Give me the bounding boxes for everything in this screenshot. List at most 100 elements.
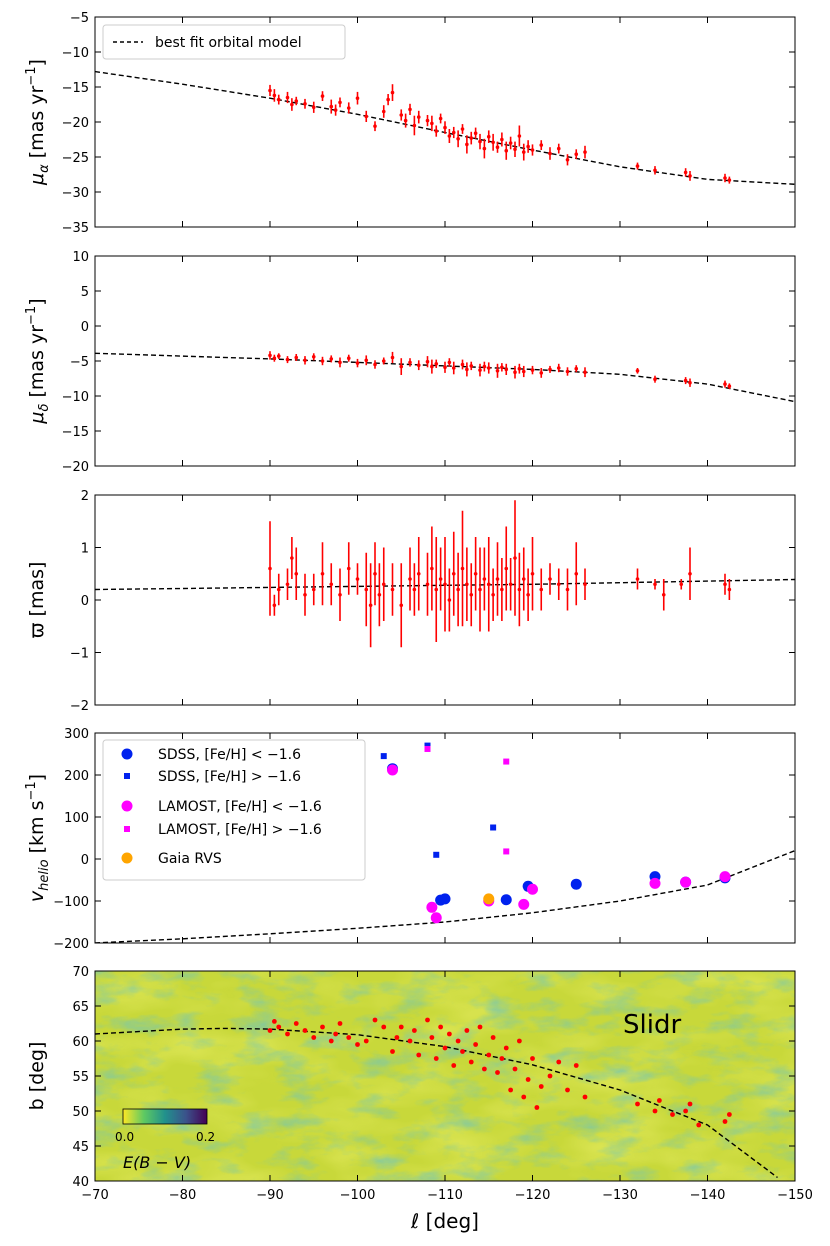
point-marker bbox=[276, 587, 281, 592]
data-point bbox=[451, 531, 456, 616]
point-marker bbox=[408, 577, 412, 581]
data-point bbox=[491, 568, 495, 621]
data-point bbox=[268, 351, 272, 360]
point-marker bbox=[346, 106, 351, 110]
lamost-low-point bbox=[649, 877, 661, 889]
point-marker bbox=[434, 362, 439, 366]
sky-point bbox=[495, 1070, 500, 1075]
legend-lamost-low-label: LAMOST, [Fe/H] < −1.6 bbox=[158, 799, 322, 815]
point-marker bbox=[661, 592, 666, 597]
point-marker bbox=[268, 88, 272, 93]
data-point bbox=[386, 94, 390, 106]
point-marker bbox=[447, 598, 452, 602]
data-point bbox=[320, 356, 325, 366]
data-point bbox=[390, 84, 395, 101]
data-point bbox=[727, 579, 732, 600]
lamost-high-point bbox=[424, 745, 431, 752]
sky-point bbox=[320, 1024, 325, 1030]
point-marker bbox=[320, 94, 325, 98]
point-marker bbox=[338, 100, 342, 105]
point-marker bbox=[333, 108, 338, 112]
point-marker bbox=[460, 127, 465, 131]
y-tick-label: 45 bbox=[72, 1140, 89, 1155]
x-tick-label: −150 bbox=[777, 1188, 813, 1203]
data-point bbox=[447, 568, 452, 632]
point-marker bbox=[460, 362, 465, 367]
sky-point bbox=[337, 1021, 343, 1026]
point-marker bbox=[495, 369, 500, 373]
point-marker bbox=[329, 582, 334, 587]
point-marker bbox=[508, 582, 513, 587]
model-line bbox=[95, 1027, 778, 1179]
plot-area bbox=[95, 351, 795, 403]
data-point bbox=[513, 365, 517, 379]
sky-point bbox=[276, 1024, 282, 1030]
data-point bbox=[381, 547, 386, 621]
data-point bbox=[438, 113, 443, 124]
data-point bbox=[416, 537, 421, 611]
x-tick-label: −110 bbox=[427, 1188, 463, 1203]
data-point bbox=[425, 115, 430, 127]
data-point bbox=[285, 91, 290, 104]
sky-point bbox=[328, 1038, 334, 1044]
data-point bbox=[443, 537, 447, 632]
point-marker bbox=[294, 99, 299, 103]
data-point bbox=[373, 121, 377, 132]
data-point bbox=[727, 176, 732, 184]
legend-lamost-high-marker bbox=[124, 826, 130, 832]
data-point bbox=[285, 356, 290, 364]
data-point bbox=[539, 140, 544, 150]
data-point bbox=[635, 568, 640, 590]
sky-point bbox=[726, 1112, 732, 1117]
data-point bbox=[390, 351, 395, 364]
point-marker bbox=[425, 118, 430, 123]
data-point bbox=[530, 365, 535, 375]
point-marker bbox=[539, 587, 544, 592]
data-point bbox=[443, 121, 447, 134]
data-point bbox=[438, 547, 443, 611]
point-marker bbox=[285, 582, 290, 587]
panel-sky-map: 70 65 60 55 50 45 40−70 −80 −90 −100 −110 −120 −130 −… bbox=[26, 965, 813, 1203]
sky-point bbox=[381, 1024, 387, 1030]
data-point bbox=[465, 547, 469, 621]
point-marker bbox=[430, 364, 434, 369]
lamost-low-point bbox=[426, 901, 438, 913]
point-marker bbox=[430, 121, 434, 126]
point-marker bbox=[469, 136, 474, 140]
point-marker bbox=[434, 587, 439, 592]
data-point bbox=[688, 378, 692, 387]
point-marker bbox=[500, 137, 504, 142]
point-marker bbox=[381, 359, 386, 363]
y-tick-label: −25 bbox=[62, 151, 89, 166]
point-marker bbox=[556, 582, 561, 587]
point-marker bbox=[583, 150, 587, 154]
sky-point bbox=[582, 1094, 588, 1100]
point-marker bbox=[311, 587, 316, 592]
model-line bbox=[95, 352, 795, 403]
data-point bbox=[451, 361, 456, 375]
sky-point bbox=[521, 1094, 527, 1100]
x-tick-label: −130 bbox=[602, 1188, 638, 1203]
data-point bbox=[460, 510, 465, 627]
y-tick-label: −30 bbox=[62, 186, 89, 201]
sky-point bbox=[556, 1059, 562, 1065]
point-marker bbox=[338, 360, 342, 365]
y-tick-label: −10 bbox=[62, 390, 89, 405]
data-point bbox=[513, 141, 517, 157]
data-point bbox=[364, 552, 369, 627]
point-marker bbox=[320, 571, 325, 576]
data-point bbox=[482, 547, 487, 611]
sky-point bbox=[407, 1038, 413, 1044]
point-marker bbox=[482, 146, 487, 151]
y-tick-label: 70 bbox=[72, 965, 89, 980]
sky-point bbox=[460, 1049, 465, 1054]
data-point bbox=[456, 130, 460, 148]
point-marker bbox=[430, 566, 434, 571]
sky-point bbox=[477, 1024, 483, 1030]
y-tick-label: −10 bbox=[62, 46, 89, 61]
data-point bbox=[521, 143, 526, 161]
colorbar-max-label: 0.2 bbox=[196, 1130, 215, 1144]
sky-point bbox=[267, 1028, 273, 1033]
data-point bbox=[373, 542, 377, 606]
y-tick-label: 60 bbox=[72, 1035, 89, 1050]
